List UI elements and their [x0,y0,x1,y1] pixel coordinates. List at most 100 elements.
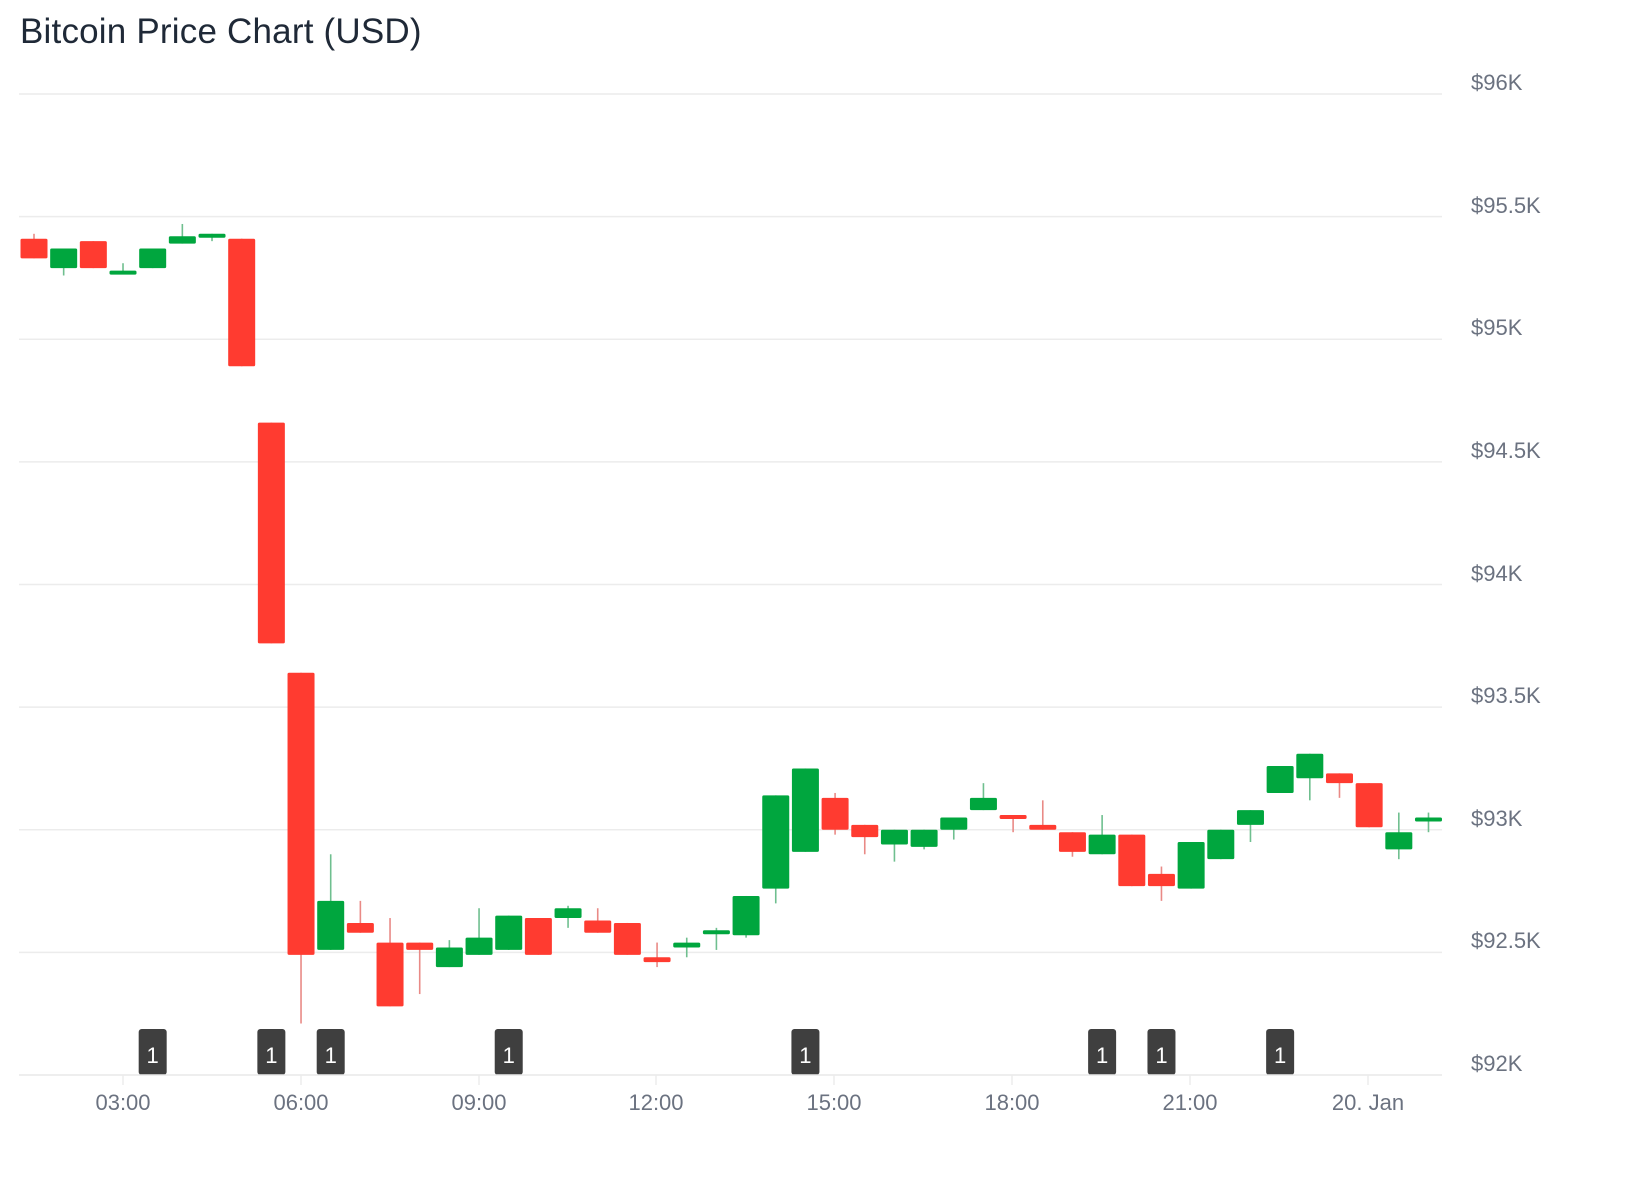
event-flag-marker[interactable] [316,1029,345,1075]
candle-up [139,248,167,269]
candle-down [1355,783,1383,828]
candle-body [257,422,285,644]
candle-up [495,915,523,950]
candle-down [1325,773,1353,798]
event-flag[interactable]: 1 [316,1029,345,1075]
x-tick-label: 18:00 [984,1090,1040,1115]
event-flag[interactable]: 1 [1088,1029,1117,1075]
event-flag-marker[interactable] [494,1029,523,1075]
candle-body [524,918,552,955]
candle-body [880,829,908,845]
candle-body [1147,873,1175,887]
candle-body [139,248,167,269]
candle-down [376,918,404,1007]
event-flag-label: 1 [1096,1043,1108,1068]
candle-body [584,920,612,933]
event-flag-label: 1 [503,1043,515,1068]
candle-body [1118,834,1146,887]
candle-body [198,233,226,238]
x-tick-label: 03:00 [95,1090,151,1115]
event-flag-marker[interactable] [257,1029,286,1075]
candle-down [524,918,552,955]
x-tick-label: 12:00 [628,1090,684,1115]
candle-body [1236,810,1264,825]
candle-down [346,900,374,933]
event-flag-marker[interactable] [138,1029,167,1075]
y-tick-label: $93.5K [1471,683,1541,709]
y-tick-label: $93K [1471,805,1523,831]
candle-up [791,768,819,852]
candle-body [732,895,760,936]
candle-down [79,241,107,269]
candle-up [940,817,968,840]
event-flag-marker[interactable] [1088,1029,1117,1075]
candle-body [969,797,997,811]
candle-body [317,900,345,950]
candle-body [762,795,790,889]
candle-down [1118,834,1146,887]
event-flag[interactable]: 1 [257,1029,286,1075]
event-flag[interactable]: 1 [494,1029,523,1075]
candle-body [1296,753,1324,779]
chart-title: Bitcoin Price Chart (USD) [20,12,422,51]
candle-body [1385,832,1413,850]
candle-up [465,908,493,955]
event-flag[interactable]: 1 [791,1029,820,1075]
candle-body [673,942,701,948]
candle-up [554,905,582,928]
x-tick-label: 15:00 [806,1090,862,1115]
y-tick-label: $95K [1471,315,1523,341]
candle-up [1088,815,1116,855]
candle-up [1236,810,1264,843]
event-flag-marker[interactable] [791,1029,820,1075]
y-tick-label: $95.5K [1471,192,1541,218]
candle-body [1266,765,1294,793]
candle-body [821,797,849,830]
candle-down [1147,866,1175,901]
event-flag-marker[interactable] [1147,1029,1176,1075]
candle-body [435,947,463,968]
event-flag-label: 1 [147,1043,159,1068]
candles [20,223,1442,1024]
candle-up [317,854,345,950]
candle-down [851,824,879,855]
candle-body [613,922,641,955]
candle-up [1207,829,1235,860]
candle-down [257,422,285,644]
candle-down [613,922,641,955]
candle-down [1058,832,1086,857]
event-flag-marker[interactable] [1266,1029,1295,1075]
candle-up [732,895,760,938]
event-flag[interactable]: 1 [1266,1029,1295,1075]
candle-up [1296,753,1324,801]
candle-body [791,768,819,852]
candle-body [851,824,879,838]
candle-body [1177,842,1205,889]
x-axis [19,1074,1442,1085]
candle-body [1414,817,1442,822]
candle-up [109,263,137,275]
event-flags: 1 1 1 1 1 1 1 1 [138,1029,1295,1075]
candle-body [1029,824,1057,830]
candle-up [702,927,730,950]
event-flag[interactable]: 1 [1147,1029,1176,1075]
y-tick-label: $92K [1471,1051,1523,1076]
candle-down [20,233,48,259]
candle-body [346,922,374,933]
candle-down [643,942,671,968]
candle-up [673,937,701,958]
event-flag-label: 1 [325,1043,337,1068]
candle-up [1385,812,1413,860]
candle-body [168,236,196,244]
candle-down [999,815,1027,833]
candle-body [228,238,256,367]
candle-up [435,940,463,968]
x-tick-label: 20. Jan [1331,1090,1405,1115]
candle-up [880,829,908,862]
candle-body [643,957,671,963]
candle-body [1325,773,1353,784]
event-flag[interactable]: 1 [138,1029,167,1075]
event-flag-label: 1 [1274,1043,1286,1068]
candle-down [406,942,434,995]
candle-down [228,238,256,367]
